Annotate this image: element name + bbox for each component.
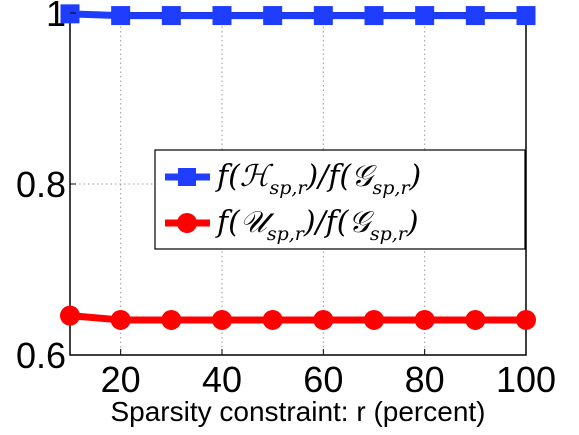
legend-swatch-square-marker [178,168,196,186]
data-point-circle [364,309,384,330]
legend-box [154,149,526,250]
series-h [60,4,536,26]
x-tick-label: 100 [496,359,556,400]
data-point-square [516,6,536,26]
series-layer [60,4,536,330]
data-point-circle [110,309,131,330]
x-axis-label: Sparsity constraint: r (percent) [110,396,485,427]
series-line [69,10,526,20]
data-point-circle [414,309,435,330]
x-tick-label: 60 [303,359,343,400]
legend-label: f(𝒰sp,r)/f(𝒢sp,r) [215,205,419,245]
series-u [60,305,536,330]
legend-entry-u: f(𝒰sp,r)/f(𝒢sp,r) [165,205,419,245]
data-point-square [161,6,181,26]
x-tick-label: 80 [405,359,445,400]
legend-label: f(ℋsp,r)/f(𝒢sp,r) [215,159,421,199]
legend-entry-h: f(ℋsp,r)/f(𝒢sp,r) [165,159,421,199]
x-tick-label: 40 [202,359,242,400]
y-tick-label: 0.6 [16,335,66,376]
data-point-square [415,6,435,26]
legend-swatch-circle-marker [177,213,197,233]
data-point-circle [161,309,182,330]
data-point-circle [212,309,232,330]
data-point-square [263,6,283,26]
y-tick-label: 0.8 [16,164,66,205]
data-point-circle [465,309,486,330]
data-point-square [313,6,333,26]
tick-labels: 20 40 60 80 100 0.6 0.8 1 [16,0,556,400]
data-point-circle [313,309,334,330]
data-point-circle [60,305,80,326]
data-point-square [465,6,485,26]
data-point-square [111,6,131,26]
series-line [69,312,526,324]
data-point-square [60,4,80,24]
x-tick-label: 20 [101,359,141,400]
data-point-square [364,6,384,26]
data-point-circle [516,309,536,330]
data-point-circle [262,309,283,330]
data-point-square [212,6,232,26]
y-tick-label: 1 [46,0,66,34]
legend: f(ℋsp,r)/f(𝒢sp,r) f(𝒰sp,r)/f(𝒢sp,r) [154,149,526,250]
